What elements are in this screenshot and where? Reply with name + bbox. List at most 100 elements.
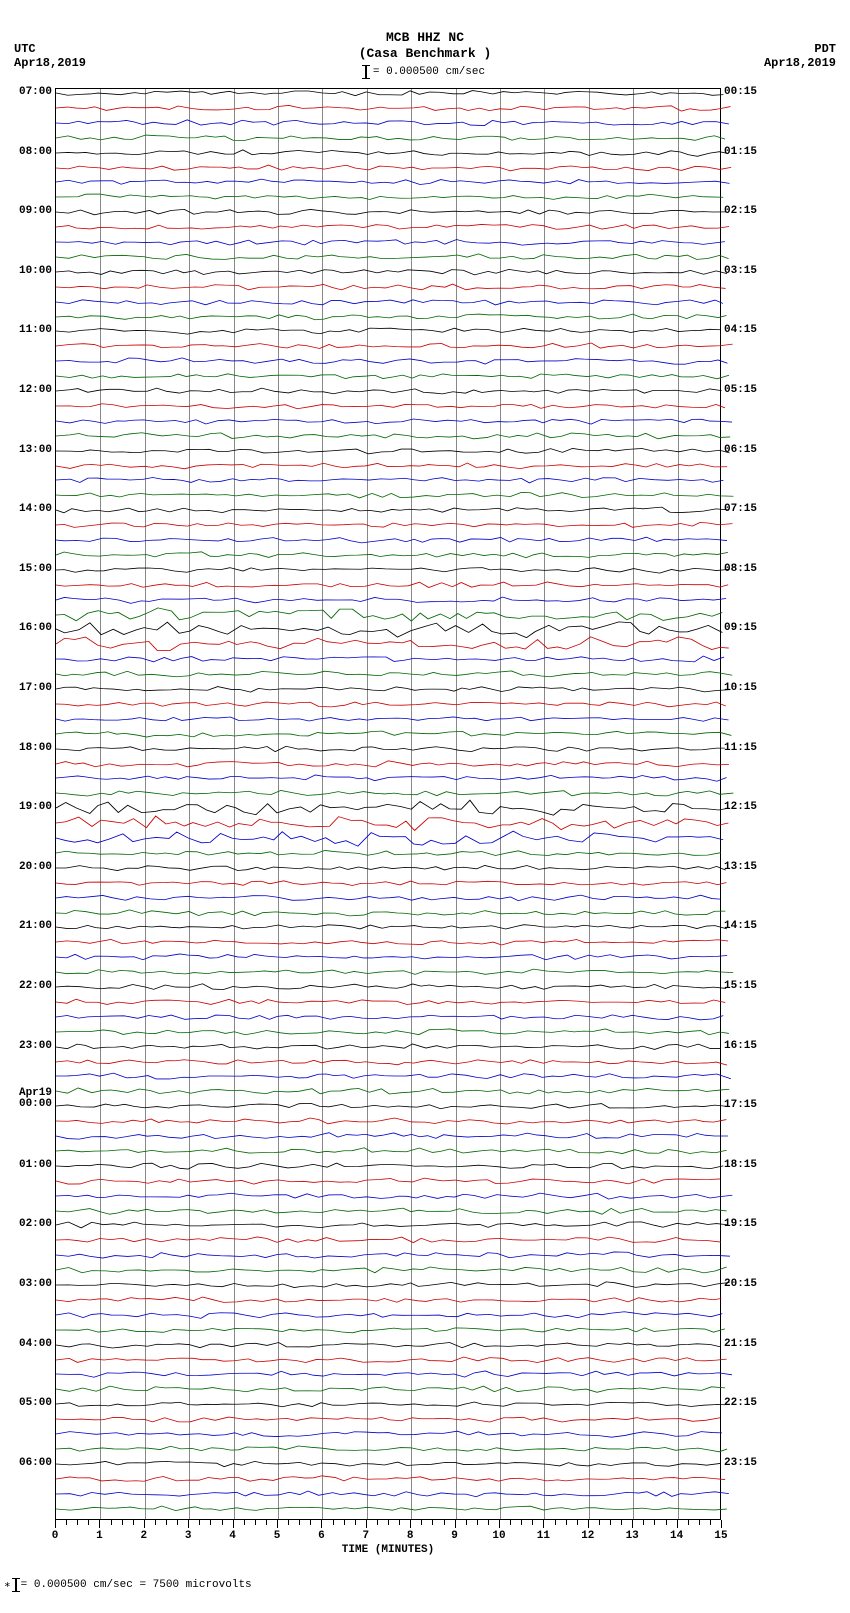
x-tick-minor [66,1520,67,1525]
trace-row [56,615,720,616]
utc-time-label: 03:00 [19,1279,52,1290]
x-tick-minor [610,1520,611,1525]
trace-row [56,227,720,228]
scale-text: = 0.000500 cm/sec [373,66,485,78]
pdt-time-label: 03:15 [724,266,757,277]
pdt-time-label: 10:15 [724,683,757,694]
trace-waveform [56,1396,720,1412]
x-tick-minor [699,1520,700,1525]
utc-time-label: Apr1900:00 [19,1088,52,1110]
pdt-time-label: 05:15 [724,385,757,396]
trace-row: 04:0021:15 [56,1345,720,1346]
pdt-time-label: 21:15 [724,1339,757,1350]
trace-row [56,853,720,854]
trace-row: 03:0020:15 [56,1285,720,1286]
trace-waveform [56,577,720,593]
trace-row [56,1300,720,1301]
x-tick-minor [432,1520,433,1525]
trace-waveform [56,532,720,548]
trace-row [56,1062,720,1063]
x-tick-minor [477,1520,478,1525]
seismogram-container: UTC Apr18,2019 PDT Apr18,2019 MCB HHZ NC… [0,0,850,1613]
trace-waveform [56,1173,720,1189]
x-tick-minor [621,1520,622,1525]
x-tick-minor [111,1520,112,1525]
x-tick-minor [510,1520,511,1525]
trace-waveform [56,726,720,742]
x-tick-major [366,1520,367,1528]
utc-time-label: 19:00 [19,802,52,813]
trace-waveform [56,815,720,831]
trace-waveform [56,934,720,950]
trace-row [56,1151,720,1152]
trace-row [56,1091,720,1092]
utc-time-label: 23:00 [19,1041,52,1052]
trace-row [56,793,720,794]
trace-waveform [56,890,720,906]
x-tick-minor [555,1520,556,1525]
utc-time-label: 05:00 [19,1398,52,1409]
trace-row [56,108,720,109]
trace-waveform [56,160,720,176]
trace-waveform [56,368,720,384]
trace-waveform [56,1471,720,1487]
trace-row [56,1479,720,1480]
trace-row [56,600,720,601]
trace-row: 15:0008:15 [56,570,720,571]
trace-row [56,1494,720,1495]
x-tick-label: 3 [185,1530,192,1542]
trace-waveform [56,1188,720,1204]
x-tick-label: 12 [581,1530,594,1542]
x-tick-minor [488,1520,489,1525]
x-tick-major [455,1520,456,1528]
trace-waveform [56,1083,720,1099]
trace-waveform [56,562,720,578]
utc-time-label: 01:00 [19,1160,52,1171]
x-tick-major [410,1520,411,1528]
trace-waveform [56,1247,720,1263]
x-tick-major [543,1520,544,1528]
trace-row: 07:0000:15 [56,93,720,94]
trace-row [56,659,720,660]
utc-time-label: 11:00 [19,325,52,336]
x-tick-minor [532,1520,533,1525]
trace-waveform [56,1113,720,1129]
utc-time-label: 02:00 [19,1219,52,1230]
trace-row [56,540,720,541]
trace-waveform [56,785,720,801]
x-tick-minor [421,1520,422,1525]
trace-waveform [56,1307,720,1323]
pdt-time-label: 15:15 [724,981,757,992]
trace-row: 09:0002:15 [56,212,720,213]
trace-row: 23:0016:15 [56,1047,720,1048]
trace-waveform [56,1366,720,1382]
trace-row [56,719,720,720]
x-tick-minor [599,1520,600,1525]
trace-row [56,406,720,407]
trace-waveform [56,621,720,637]
trace-row: 06:0023:15 [56,1464,720,1465]
utc-time-label: 12:00 [19,385,52,396]
x-tick-major [321,1520,322,1528]
x-tick-major [632,1520,633,1528]
x-tick-minor [155,1520,156,1525]
x-tick-major [188,1520,189,1528]
x-tick-minor [222,1520,223,1525]
x-tick-minor [377,1520,378,1525]
scale-bar-icon [365,65,367,79]
trace-waveform [56,458,720,474]
trace-waveform [56,1024,720,1040]
x-tick-label: 5 [274,1530,281,1542]
x-tick-minor [688,1520,689,1525]
trace-waveform [56,323,720,339]
trace-waveform [56,472,720,488]
trace-row [56,585,720,586]
trace-waveform [56,219,720,235]
x-tick-minor [244,1520,245,1525]
pdt-time-label: 12:15 [724,802,757,813]
x-tick-major [588,1520,589,1528]
trace-waveform [56,174,720,190]
trace-row [56,1032,720,1033]
trace-waveform [56,1277,720,1293]
x-tick-minor [666,1520,667,1525]
